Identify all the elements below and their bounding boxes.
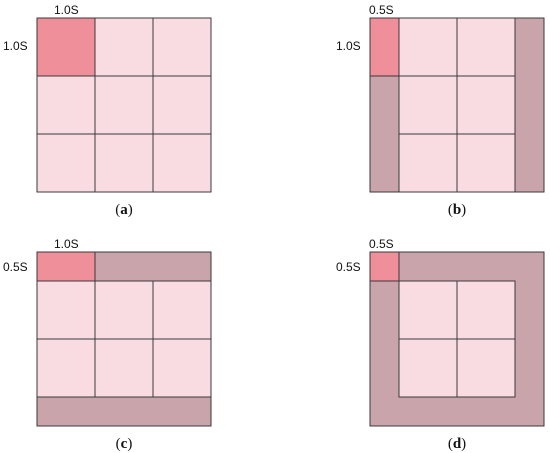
caption-letter: a bbox=[120, 202, 128, 218]
caption-open-paren: ( bbox=[116, 436, 121, 452]
panel-a-grid-lines bbox=[36, 17, 212, 193]
caption-letter: c bbox=[121, 436, 128, 452]
panel-c-grid-lines bbox=[36, 251, 212, 427]
panel-b-top-label: 0.5S bbox=[369, 3, 394, 17]
panel-d-left-label: 0.5S bbox=[336, 260, 361, 274]
caption-close-paren: ) bbox=[461, 202, 466, 218]
panel-c-left-label: 0.5S bbox=[3, 260, 28, 274]
caption-open-paren: ( bbox=[448, 202, 453, 218]
panel-c-caption: (c) bbox=[116, 436, 133, 452]
panel-d-highlight-cell bbox=[370, 252, 399, 281]
panel-d-caption: (d) bbox=[448, 436, 466, 452]
panel-d-top-label: 0.5S bbox=[369, 237, 394, 251]
panel-a-highlight-cell bbox=[37, 18, 95, 76]
panel-c-top-label: 1.0S bbox=[54, 237, 79, 251]
panel-b-padding-right bbox=[515, 18, 544, 192]
panel-a-grid bbox=[36, 17, 212, 193]
panel-a: 1.0S 1.0S (a) bbox=[3, 3, 212, 218]
panel-b-left-label: 1.0S bbox=[336, 39, 361, 53]
panel-b: 0.5S 1.0S (b) bbox=[336, 3, 545, 218]
panel-d-frame bbox=[369, 251, 545, 427]
panel-c-padding-bottom bbox=[37, 397, 211, 426]
panel-c-highlight-cell bbox=[37, 252, 95, 281]
caption-close-paren: ) bbox=[127, 436, 132, 452]
panel-c: 1.0S 0.5S (c) bbox=[3, 237, 212, 452]
panel-d-grid-lines bbox=[369, 251, 545, 427]
panel-d: 0.5S 0.5S (d) bbox=[336, 237, 545, 452]
panel-a-frame bbox=[36, 17, 212, 193]
panel-b-highlight-cell bbox=[370, 18, 399, 76]
panel-b-caption: (b) bbox=[448, 202, 466, 218]
caption-letter: b bbox=[453, 202, 461, 218]
panel-a-left-label: 1.0S bbox=[3, 39, 28, 53]
caption-open-paren: ( bbox=[448, 436, 453, 452]
panel-a-top-label: 1.0S bbox=[54, 3, 79, 17]
caption-close-paren: ) bbox=[128, 202, 133, 218]
caption-close-paren: ) bbox=[461, 436, 466, 452]
panel-b-grid-lines bbox=[369, 17, 545, 193]
panel-a-caption: (a) bbox=[115, 202, 133, 218]
caption-letter: d bbox=[453, 436, 462, 452]
caption-open-paren: ( bbox=[115, 202, 120, 218]
